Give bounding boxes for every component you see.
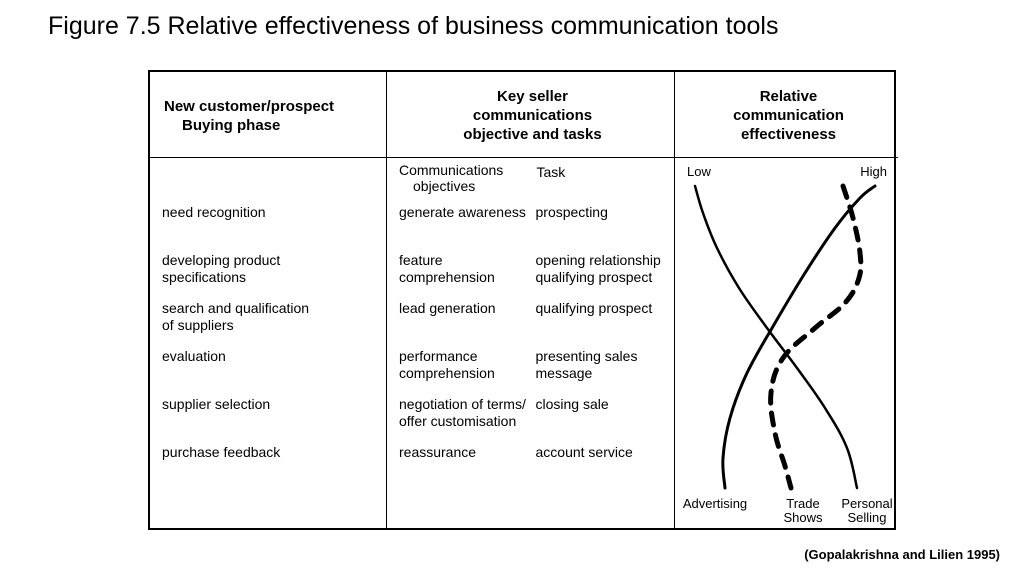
subhead-task: Task xyxy=(529,162,667,198)
cell: purchase feedback xyxy=(162,444,280,460)
header-b-line1: Key seller xyxy=(399,88,666,107)
header-b-line2: communications xyxy=(399,107,666,126)
table-row: search and qualificationof suppliers xyxy=(162,300,378,348)
subhead-label: objectives xyxy=(399,178,475,194)
cell: qualifying prospect xyxy=(536,269,653,285)
axis-label-high: High xyxy=(860,164,887,179)
table-row: developing productspecifications xyxy=(162,252,378,300)
cell: account service xyxy=(536,444,633,460)
rows-phase: need recognition developing productspeci… xyxy=(150,198,386,528)
subhead-comm-obj: Communications objectives xyxy=(399,162,529,198)
legend-trade-l2: Shows xyxy=(783,510,823,525)
cell: supplier selection xyxy=(162,396,270,412)
header-a-line1: New customer/prospect xyxy=(164,98,378,117)
table-row: need recognition xyxy=(162,204,378,252)
column-objectives-tasks: Key seller communications objective and … xyxy=(386,72,674,528)
cell: comprehension xyxy=(399,365,495,381)
header-b-line3: objective and tasks xyxy=(399,126,666,145)
cell: presenting sales xyxy=(536,348,638,364)
cell: message xyxy=(536,365,593,381)
table-row: purchase feedback xyxy=(162,444,378,492)
cell: generate awareness xyxy=(399,204,526,220)
cell: of suppliers xyxy=(162,317,234,333)
table-row: lead generation qualifying prospect xyxy=(399,300,666,348)
legend-personal-l1: Personal xyxy=(841,496,892,511)
cell: search and qualification xyxy=(162,300,309,316)
subhead-label: Communications xyxy=(399,162,503,178)
series-advertising xyxy=(723,186,875,488)
series-trade-shows xyxy=(771,186,861,488)
cell: qualifying prospect xyxy=(536,300,653,316)
rows-objectives: generate awareness prospecting feature c… xyxy=(387,198,674,528)
header-buying-phase: New customer/prospect Buying phase xyxy=(150,72,386,158)
cell: opening relationship xyxy=(536,252,661,268)
cell: lead generation xyxy=(399,300,496,316)
cell: evaluation xyxy=(162,348,226,364)
header-a-line2: Buying phase xyxy=(164,117,378,136)
cell: specifications xyxy=(162,269,246,285)
table-row: feature comprehension opening relationsh… xyxy=(399,252,666,300)
cell: negotiation of terms/ xyxy=(399,396,526,412)
figure-title: Figure 7.5 Relative effectiveness of bus… xyxy=(0,0,1024,41)
header-objectives: Key seller communications objective and … xyxy=(387,72,674,158)
cell: need recognition xyxy=(162,204,266,220)
header-effectiveness: Relative communication effectiveness xyxy=(675,72,898,158)
table-row: performancecomprehension presenting sale… xyxy=(399,348,666,396)
table-row: supplier selection xyxy=(162,396,378,444)
header-c-line2: communication xyxy=(687,107,890,126)
subheader-objectives: Communications objectives Task xyxy=(387,158,674,198)
cell: performance xyxy=(399,348,478,364)
table-row: negotiation of terms/offer customisation… xyxy=(399,396,666,444)
legend-trade-l1: Trade xyxy=(786,496,819,511)
header-c-line3: effectiveness xyxy=(687,126,890,145)
legend-advertising: Advertising xyxy=(683,496,747,511)
figure-body: New customer/prospect Buying phase need … xyxy=(148,70,896,530)
cell: developing product xyxy=(162,252,280,268)
cell: reassurance xyxy=(399,444,476,460)
table-row: generate awareness prospecting xyxy=(399,204,666,252)
table-row: reassurance account service xyxy=(399,444,666,492)
table-row: evaluation xyxy=(162,348,378,396)
citation: (Gopalakrishna and Lilien 1995) xyxy=(804,547,1000,562)
cell: prospecting xyxy=(536,204,608,220)
axis-label-low: Low xyxy=(687,164,711,179)
cell: feature comprehension xyxy=(399,252,495,285)
cell: offer customisation xyxy=(399,413,516,429)
header-c-line1: Relative xyxy=(687,88,890,107)
effectiveness-chart: Low High Advertising TradeShows PersonalSell… xyxy=(675,158,899,532)
column-effectiveness: Relative communication effectiveness Low… xyxy=(674,72,898,528)
cell: closing sale xyxy=(536,396,609,412)
column-buying-phase: New customer/prospect Buying phase need … xyxy=(150,72,386,528)
legend-personal-l2: Selling xyxy=(847,510,886,525)
